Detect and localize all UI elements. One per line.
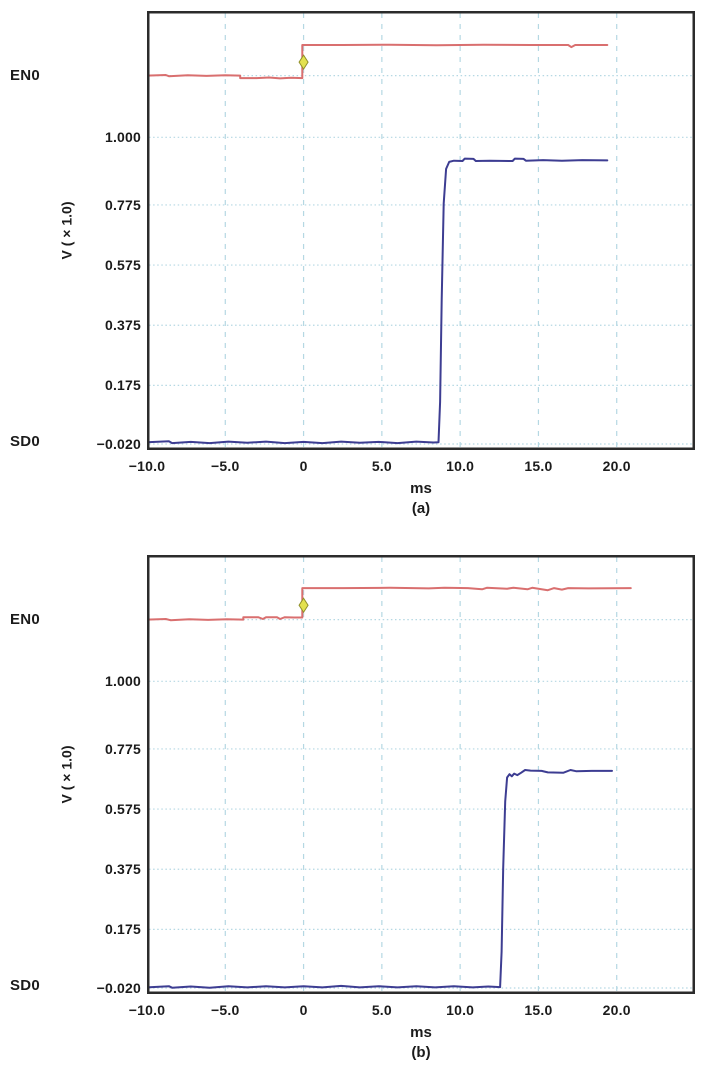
y-tick-label: 0.175 [104, 377, 141, 394]
x-axis-label: ms [410, 480, 432, 497]
trace-sd0 [147, 157, 609, 445]
trace-en0 [147, 43, 609, 80]
y-axis-label: V ( × 1.0) [58, 201, 75, 260]
y-tick-label: −0.020 [96, 435, 141, 452]
channel-label-sd0: SD0 [10, 433, 41, 451]
x-tick-label: 0 [299, 1002, 308, 1018]
x-tick-label: −5.0 [211, 458, 240, 474]
y-tick-label: 0.575 [104, 257, 141, 274]
subfigure-label: (b) [411, 1044, 431, 1061]
y-tick-label: 0.375 [104, 861, 141, 878]
x-tick-label: 0 [299, 458, 308, 474]
chart-a: EN0 SD0 V ( × 1.0) 1.000 0.775 0.575 0.375 0… [10, 11, 695, 517]
plot-frame [147, 555, 695, 994]
trigger-marker-icon [298, 54, 309, 71]
x-tick-label: −10.0 [128, 458, 166, 474]
subfigure-label: (a) [411, 500, 431, 517]
trace-en0 [147, 586, 632, 622]
y-tick-label: 0.175 [104, 921, 141, 938]
trigger-marker-icon [298, 597, 309, 614]
x-tick-label: −10.0 [128, 1002, 166, 1018]
x-tick-label: 15.0 [524, 458, 553, 474]
x-tick-label: −5.0 [211, 1002, 240, 1018]
x-tick-label: 10.0 [446, 458, 475, 474]
chart-b: EN0 SD0 V ( × 1.0) 1.000 0.775 0.575 0.375 0… [0, 544, 708, 1073]
y-tick-label: 0.775 [104, 740, 141, 757]
y-axis-label: V ( × 1.0) [58, 745, 75, 804]
y-tick-label: 1.000 [104, 129, 141, 146]
plot-area [147, 555, 695, 994]
y-tick-label: 0.775 [104, 196, 141, 213]
x-tick-label: 20.0 [602, 1002, 631, 1018]
trace-sd0 [147, 769, 613, 989]
y-tick-label: −0.020 [96, 979, 141, 996]
channel-label-en0: EN0 [10, 610, 41, 628]
x-tick-label: 5.0 [371, 1002, 392, 1018]
x-axis-label: ms [410, 1024, 432, 1041]
channel-label-sd0: SD0 [10, 977, 41, 995]
y-tick-label: 0.575 [104, 801, 141, 818]
x-tick-label: 15.0 [524, 1002, 553, 1018]
plot-frame [147, 11, 695, 450]
channel-label-en0: EN0 [10, 66, 41, 84]
x-tick-label: 5.0 [371, 458, 392, 474]
plot-area [147, 11, 695, 450]
x-tick-label: 20.0 [602, 458, 631, 474]
x-tick-label: 10.0 [446, 1002, 475, 1018]
y-tick-label: 0.375 [104, 317, 141, 334]
y-tick-label: 1.000 [104, 673, 141, 690]
